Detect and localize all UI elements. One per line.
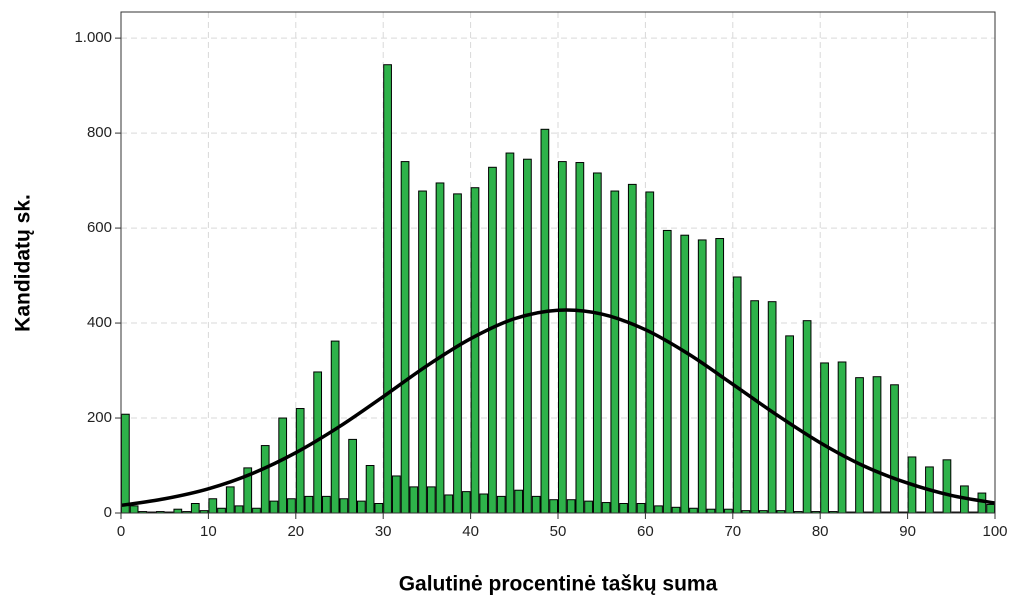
- bar: [890, 384, 899, 514]
- bar: [689, 507, 698, 514]
- bar: [855, 377, 864, 514]
- x-tick-label: 10: [200, 523, 217, 540]
- y-tick-label: 600: [87, 219, 112, 236]
- bar: [278, 417, 288, 514]
- bar: [287, 498, 296, 514]
- bar: [750, 300, 760, 514]
- bar: [872, 376, 882, 514]
- bar: [426, 486, 436, 514]
- bar: [496, 495, 506, 514]
- normal-curve: [120, 308, 996, 508]
- bar: [479, 493, 489, 514]
- bar: [610, 190, 620, 514]
- bar: [636, 503, 646, 514]
- x-tick-label: 60: [637, 523, 654, 540]
- bar: [767, 301, 777, 514]
- bar: [391, 475, 401, 514]
- y-tick-label: 1.000: [74, 29, 112, 46]
- x-tick-label: 100: [982, 523, 1007, 540]
- bar: [837, 361, 847, 514]
- bar: [627, 183, 637, 514]
- y-tick-label: 0: [104, 504, 112, 521]
- bar: [986, 503, 996, 514]
- bar: [365, 465, 375, 514]
- bar: [190, 503, 200, 514]
- bar: [697, 239, 707, 514]
- bar: [802, 320, 812, 514]
- bar: [549, 499, 559, 514]
- bar: [540, 128, 550, 514]
- bar: [523, 158, 532, 514]
- bar: [505, 152, 515, 514]
- bar: [470, 187, 480, 514]
- y-tick-label: 200: [87, 409, 112, 426]
- bar: [619, 503, 628, 514]
- bar: [724, 508, 733, 514]
- bar: [409, 486, 419, 514]
- bar: [453, 193, 462, 514]
- bar: [566, 499, 576, 514]
- bar: [732, 276, 742, 514]
- x-axis-label: Galutinė procentinė taškų suma: [399, 573, 718, 596]
- bar: [383, 64, 392, 514]
- x-tick-label: 90: [899, 523, 916, 540]
- bar: [269, 500, 279, 514]
- bar: [234, 505, 244, 514]
- bar: [339, 498, 349, 514]
- x-tick-label: 20: [287, 523, 304, 540]
- bar: [820, 362, 829, 514]
- bar: [601, 502, 611, 514]
- bar: [322, 495, 331, 514]
- bar: [592, 172, 602, 514]
- x-tick-label: 80: [812, 523, 829, 540]
- plot-frame: [120, 11, 996, 514]
- bar: [706, 508, 716, 514]
- x-tick-label: 50: [550, 523, 567, 540]
- bar: [461, 491, 471, 514]
- bar: [173, 508, 183, 514]
- bar: [295, 408, 305, 514]
- bar: [304, 495, 314, 514]
- bar: [374, 503, 384, 514]
- x-tick-label: 40: [462, 523, 479, 540]
- bar: [575, 162, 585, 514]
- bar: [418, 190, 427, 514]
- bar: [260, 445, 270, 514]
- bar: [584, 500, 593, 514]
- bar: [435, 182, 445, 514]
- bar: [208, 498, 218, 514]
- bar: [645, 191, 655, 514]
- bar: [348, 438, 357, 514]
- bar: [514, 489, 524, 514]
- bar: [129, 505, 139, 514]
- bar: [680, 234, 690, 514]
- bar: [400, 161, 410, 514]
- bar: [531, 495, 541, 514]
- bar: [671, 506, 681, 514]
- bar: [121, 413, 130, 514]
- x-tick-label: 70: [724, 523, 741, 540]
- x-tick-label: 0: [117, 523, 125, 540]
- bar: [356, 500, 366, 514]
- bar: [662, 229, 672, 514]
- bar: [444, 494, 454, 514]
- bar: [488, 166, 497, 514]
- y-axis-label: Kandidatų sk.: [12, 194, 35, 332]
- bar: [942, 459, 952, 514]
- x-tick-label: 30: [375, 523, 392, 540]
- bar: [558, 161, 567, 514]
- bar: [217, 507, 226, 514]
- bar: [225, 486, 235, 514]
- bar: [654, 505, 663, 514]
- y-tick-label: 400: [87, 314, 112, 331]
- bar: [252, 507, 261, 514]
- y-tick-label: 800: [87, 124, 112, 141]
